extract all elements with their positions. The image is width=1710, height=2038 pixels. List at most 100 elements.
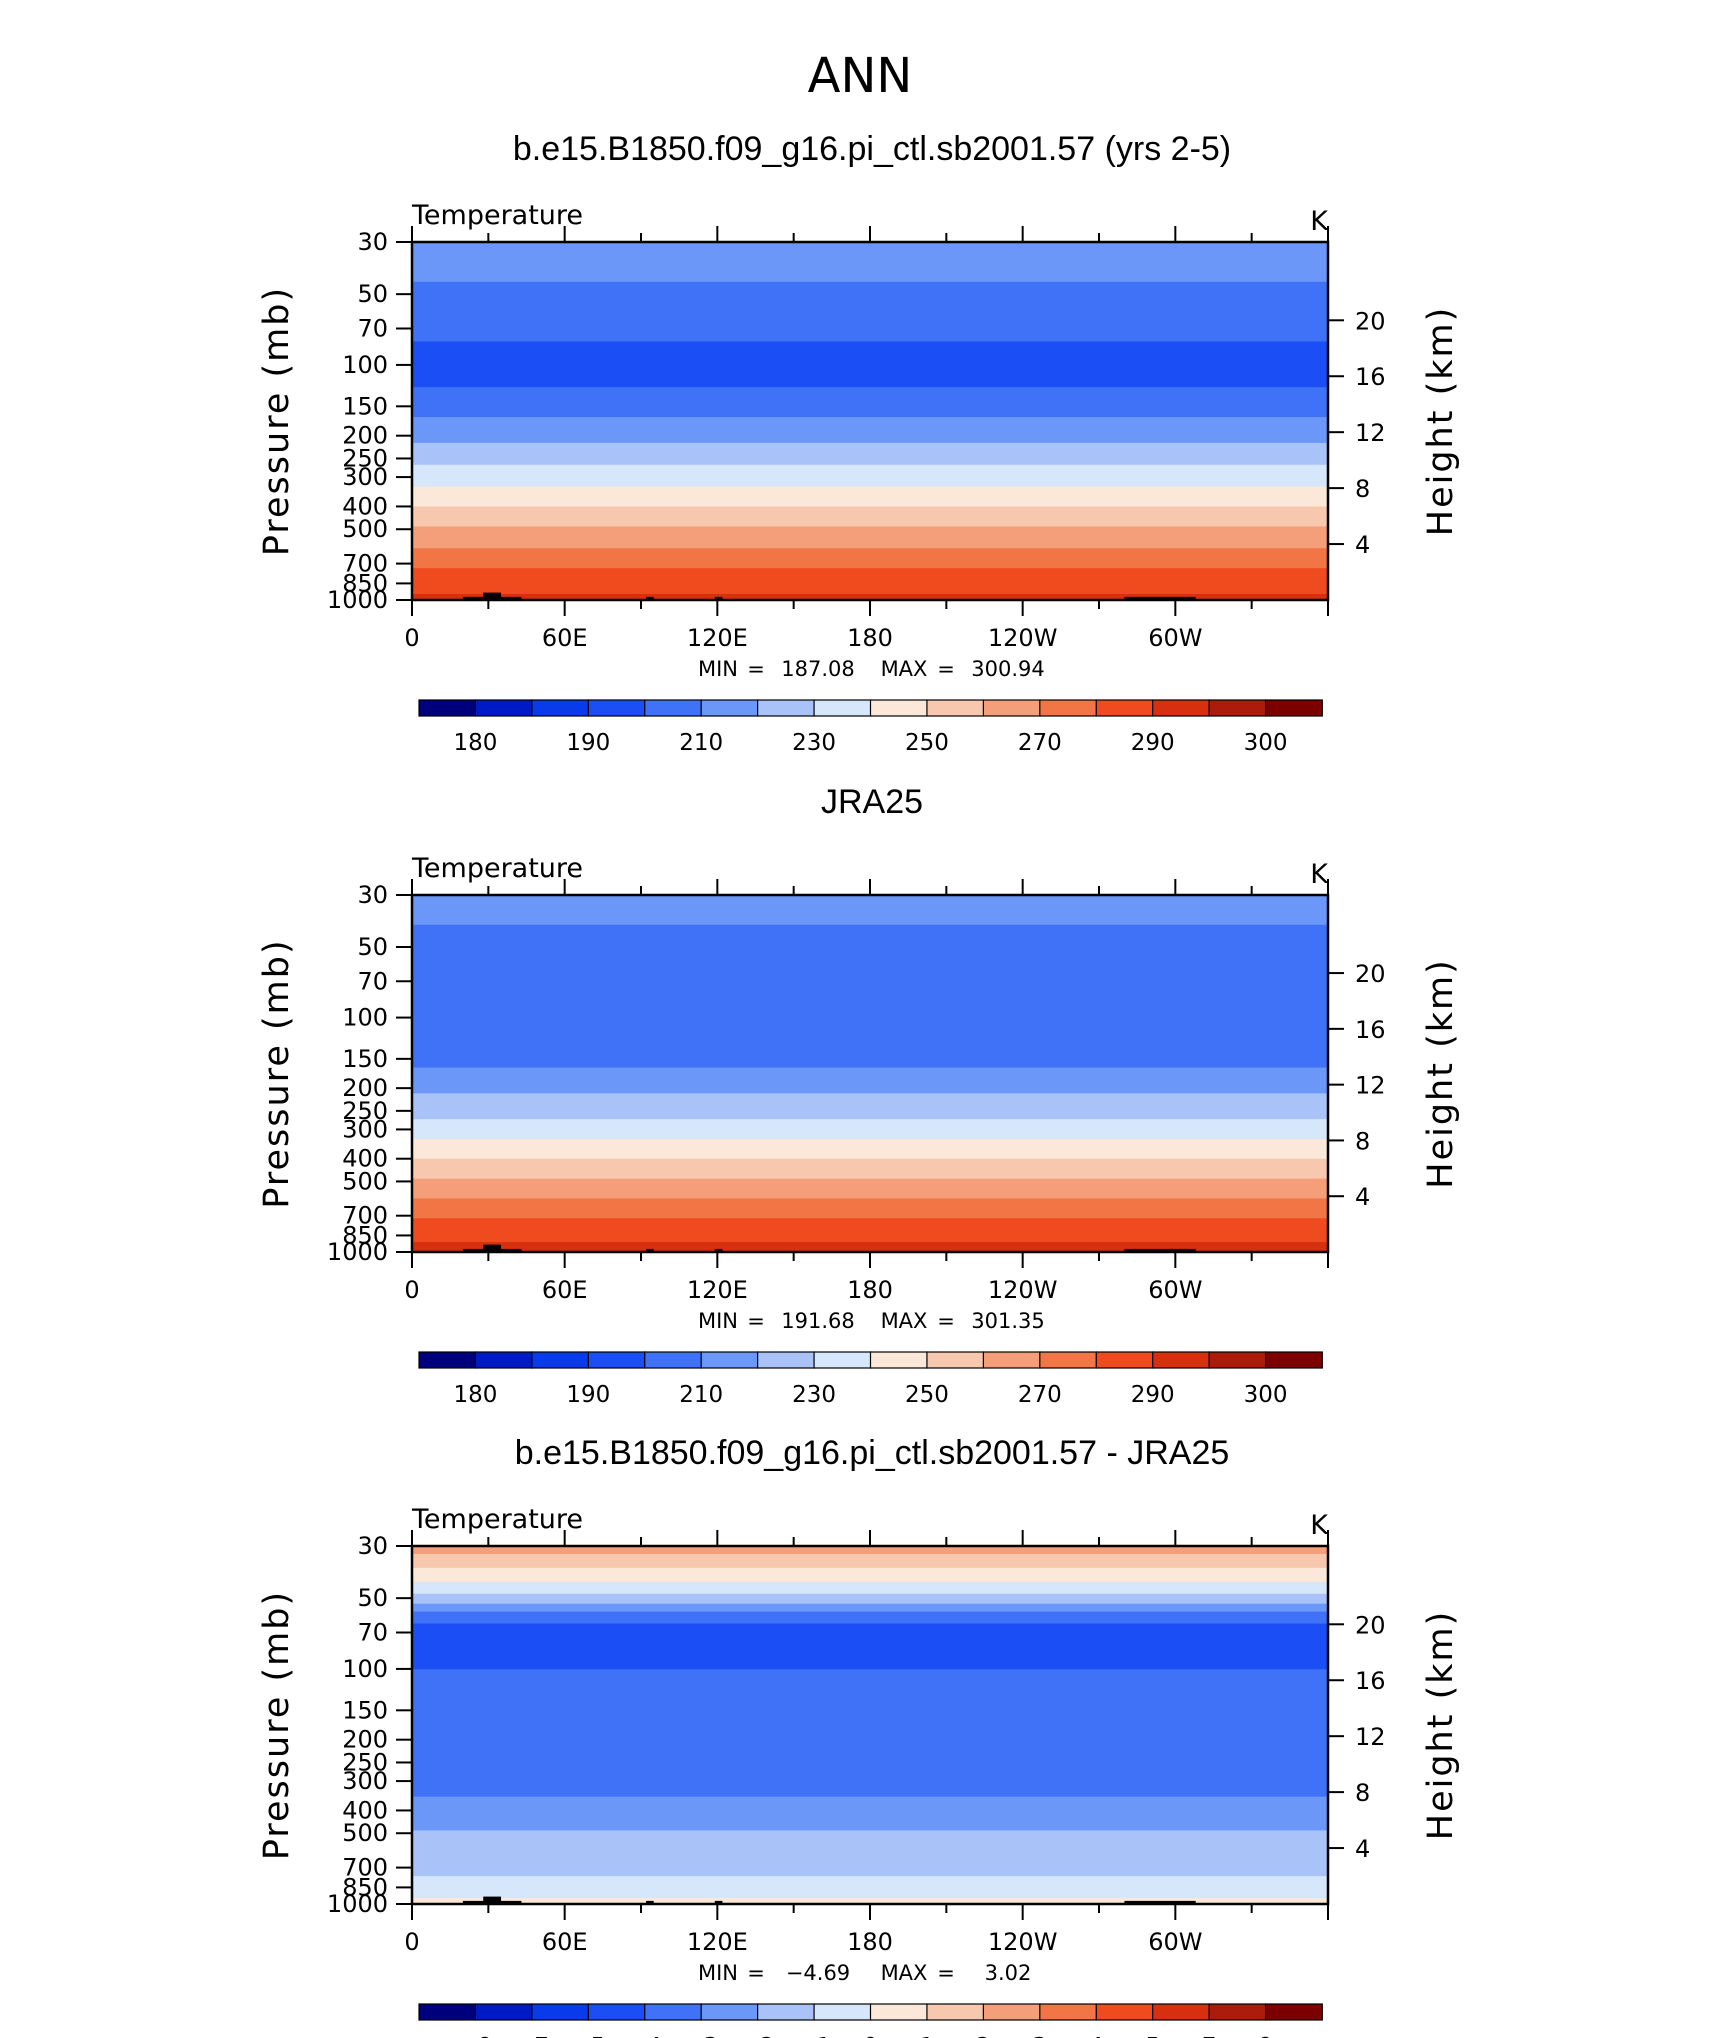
x-tick-label: 120E [687, 624, 748, 652]
max-value: 3.02 [985, 1961, 1032, 1985]
contour-band [412, 1093, 1328, 1120]
y-tick-label: 30 [357, 228, 388, 256]
colorbar-label: −7 [515, 2034, 549, 2038]
colorbar-label: 250 [905, 1382, 949, 1408]
panel-3: b.e15.B1850.f09_g16.pi_ctl.sb2001.57 - J… [257, 1434, 1461, 2038]
colorbar-label: 210 [679, 1382, 723, 1408]
colorbar-box [1208, 2003, 1267, 2021]
topography [462, 1244, 1196, 1252]
colorbar-box [1152, 699, 1211, 717]
colorbar-box [813, 1351, 872, 1369]
contour-band [412, 242, 1328, 283]
figure-title: ANN [808, 48, 913, 104]
field-label: Temperature [411, 200, 583, 231]
x-tick-label: 60E [542, 1928, 588, 1956]
contour-band [412, 1178, 1328, 1200]
panels: b.e15.B1850.f09_g16.pi_ctl.sb2001.57 (yr… [257, 130, 1461, 2038]
panel-title: b.e15.B1850.f09_g16.pi_ctl.sb2001.57 (yr… [513, 130, 1231, 168]
min-equals: = [747, 1309, 765, 1333]
colorbar-box [1095, 1351, 1154, 1369]
max-label: MAX [881, 1309, 928, 1333]
colorbar-label: 7 [1202, 2034, 1217, 2038]
topography-block [714, 1248, 723, 1252]
colorbar-label: 9 [1258, 2034, 1273, 2038]
y-axis-title: Pressure (mb) [257, 1590, 297, 1860]
x-tick-label: 0 [404, 624, 419, 652]
contour-band [412, 341, 1328, 388]
contour-band [412, 486, 1328, 508]
y-axis-title: Pressure (mb) [257, 938, 297, 1208]
y-tick-label: 70 [357, 967, 388, 995]
colorbar-box [700, 699, 759, 717]
colorbar-label: 1 [920, 2034, 935, 2038]
y2-tick-label: 20 [1355, 1611, 1386, 1639]
contour-band [412, 1138, 1328, 1160]
contour-band [412, 1669, 1328, 1798]
colorbar-box [869, 2003, 928, 2021]
max-label: MAX [881, 657, 928, 681]
x-tick-label: 120W [988, 1928, 1058, 1956]
colorbar-box [1039, 699, 1098, 717]
x-tick-label: 60E [542, 624, 588, 652]
contour-band [412, 1218, 1328, 1243]
contour-band [412, 526, 1328, 549]
colorbar-label: −4 [628, 2034, 662, 2038]
contour-band [412, 1581, 1328, 1595]
colorbar-box [926, 2003, 985, 2021]
y-tick-label: 50 [357, 280, 388, 308]
y-tick-label: 30 [357, 881, 388, 909]
contour-band [412, 1830, 1328, 1877]
max-value: 301.35 [971, 1309, 1044, 1333]
contour-band [412, 1898, 1328, 1905]
contour-band [412, 548, 1328, 569]
topography-block [646, 1900, 654, 1904]
contour-band [412, 1242, 1328, 1253]
colorbar-label: −1 [797, 2034, 831, 2038]
contour-band [412, 506, 1328, 528]
colorbar-label: 290 [1131, 730, 1175, 756]
contour-band [412, 442, 1328, 466]
colorbar-box [700, 1351, 759, 1369]
y-tick-label: 500 [342, 515, 388, 543]
colorbar-label: 250 [905, 730, 949, 756]
min-value: 187.08 [781, 657, 854, 681]
colorbar-label: 3 [1032, 2034, 1047, 2038]
max-value: 300.94 [971, 657, 1044, 681]
colorbar-box [1208, 699, 1267, 717]
colorbar-box [531, 1351, 590, 1369]
max-equals: = [937, 1309, 955, 1333]
y-tick-label: 400 [342, 492, 388, 520]
colorbar-box [1095, 2003, 1154, 2021]
colorbar-box [1039, 2003, 1098, 2021]
topography [462, 592, 1196, 600]
colorbar-box [1208, 1351, 1267, 1369]
y2-tick-label: 12 [1355, 419, 1386, 447]
topography-block [1124, 596, 1196, 600]
colorbar-label: 300 [1244, 1382, 1288, 1408]
y-tick-label: 500 [342, 1167, 388, 1195]
y-tick-label: 200 [342, 1074, 388, 1102]
y2-tick-label: 12 [1355, 1072, 1386, 1100]
colorbar-box [757, 1351, 815, 1369]
contour-fill [412, 1546, 1328, 1905]
x-tick-label: 120W [988, 624, 1058, 652]
y-tick-label: 700 [342, 1854, 388, 1882]
y-axis-title: Pressure (mb) [257, 286, 297, 556]
x-tick-label: 60E [542, 1276, 588, 1304]
colorbar-box [757, 699, 815, 717]
contour-band [412, 1567, 1328, 1583]
colorbar-box [982, 2003, 1041, 2021]
colorbar-label: 0 [863, 2034, 878, 2038]
x-tick-label: 60W [1148, 1928, 1202, 1956]
topography-block [1124, 1248, 1196, 1252]
y-tick-label: 50 [357, 933, 388, 961]
contour-fill [412, 242, 1328, 601]
y-tick-label: 1000 [327, 1890, 388, 1918]
y-tick-label: 300 [342, 463, 388, 491]
colorbar-box [1264, 699, 1323, 717]
y-tick-label: 850 [342, 569, 388, 597]
x-tick-label: 60W [1148, 624, 1202, 652]
contour-fill [412, 895, 1328, 1253]
y-tick-label: 200 [342, 422, 388, 450]
colorbar-box [982, 699, 1041, 717]
